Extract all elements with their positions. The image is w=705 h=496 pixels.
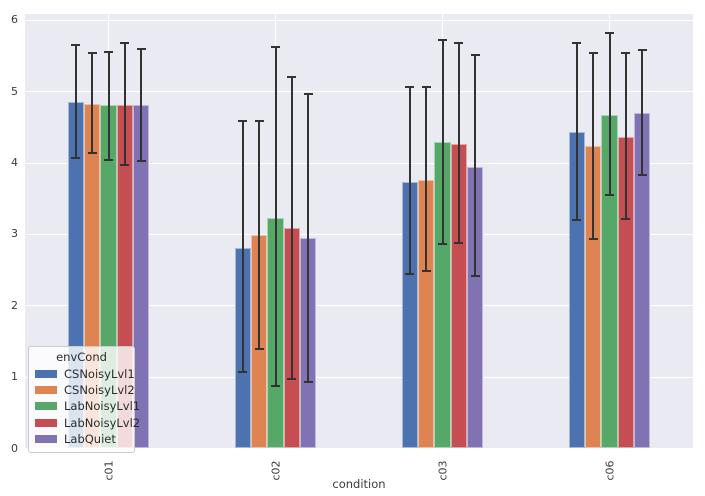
error-bar-line	[608, 33, 611, 195]
error-bar-line	[140, 48, 143, 161]
error-bar-cap	[605, 32, 614, 35]
legend-item-CSNoisyLvl2: CSNoisyLvl2	[35, 382, 135, 398]
error-bar-cap	[271, 385, 280, 388]
error-bar-cap	[421, 85, 431, 88]
error-bar-cap	[287, 378, 297, 381]
y-tick-label: 4	[11, 156, 18, 170]
error-bar-cap	[421, 269, 431, 272]
error-bar-cap	[136, 47, 146, 50]
y-tick-label: 5	[11, 84, 18, 98]
error-bar-cap	[621, 51, 631, 54]
error-bar-cap	[572, 219, 582, 222]
legend-item-LabNoisyLvl2: LabNoisyLvl2	[35, 414, 140, 430]
gridline-horizontal	[25, 162, 693, 164]
error-bar-cap	[605, 193, 614, 196]
error-bar-cap	[120, 42, 130, 45]
plot-area: envCond CSNoisyLvl1 CSNoisyLvl2 LabNoisyLv…	[25, 14, 693, 453]
legend-title: envCond	[56, 349, 107, 364]
error-bar-cap	[405, 272, 415, 275]
gridline-horizontal	[25, 305, 693, 307]
gridline-horizontal	[25, 448, 693, 449]
error-bar-line	[474, 55, 477, 276]
legend-swatch-icon	[35, 418, 57, 427]
error-bar-cap	[454, 41, 464, 44]
error-bar-cap	[238, 371, 248, 374]
error-bar-line	[107, 51, 110, 160]
error-bar-cap	[588, 237, 598, 240]
legend-swatch-icon	[35, 369, 57, 378]
error-bar-cap	[470, 274, 480, 277]
error-bar-cap	[71, 157, 81, 160]
legend-item-label: LabNoisyLvl1	[64, 399, 141, 414]
legend-swatch-icon	[35, 434, 57, 443]
error-bar-cap	[104, 50, 113, 53]
gridline-horizontal	[25, 19, 693, 21]
error-bar-line	[575, 43, 578, 221]
error-bar-cap	[87, 152, 97, 155]
error-bar-line	[91, 53, 94, 154]
error-bar-cap	[287, 75, 297, 78]
error-bar-line	[307, 93, 310, 383]
error-bar-cap	[637, 48, 647, 51]
error-bar-line	[290, 76, 293, 380]
error-bar-cap	[438, 242, 447, 245]
legend-item-LabQuiet: LabQuiet	[35, 431, 128, 447]
error-bar-cap	[637, 174, 647, 177]
error-bar-cap	[254, 120, 264, 123]
legend: envCond CSNoisyLvl1 CSNoisyLvl2 LabNoisyLv…	[28, 345, 140, 453]
error-bar-cap	[572, 42, 582, 45]
legend-swatch-icon	[35, 402, 57, 411]
error-bar-cap	[438, 39, 447, 42]
legend-item-label: LabNoisyLvl2	[64, 415, 141, 430]
error-bar-line	[641, 49, 644, 176]
y-tick-label: 1	[11, 370, 18, 384]
error-bar-cap	[588, 51, 598, 54]
error-bar-cap	[405, 86, 415, 89]
y-tick-label: 6	[11, 13, 18, 27]
error-bar-line	[274, 46, 277, 387]
legend-items: CSNoisyLvl1 CSNoisyLvl2 LabNoisyLvl1 LabNoi…	[35, 366, 140, 447]
error-bar-line	[624, 52, 627, 220]
y-tick-label: 3	[11, 227, 18, 241]
x-axis-label: condition	[332, 477, 386, 491]
error-bar-line	[441, 40, 444, 244]
legend-item-LabNoisyLvl1: LabNoisyLvl1	[35, 398, 140, 414]
error-bar-cap	[454, 242, 464, 245]
gridline-horizontal	[25, 91, 693, 93]
y-tick-label: 2	[11, 298, 18, 312]
error-bar-cap	[104, 158, 113, 161]
error-bar-line	[592, 52, 595, 239]
error-bar-cap	[303, 92, 313, 95]
error-bar-line	[425, 86, 428, 271]
legend-item-label: CSNoisyLvl2	[64, 382, 135, 397]
gridline-horizontal	[25, 376, 693, 378]
error-bar-cap	[303, 381, 313, 384]
error-bar-cap	[71, 44, 81, 47]
error-bar-cap	[87, 52, 97, 55]
y-tick-label: 0	[11, 441, 18, 455]
error-bar-cap	[470, 54, 480, 57]
error-bar-cap	[136, 159, 146, 162]
error-bar-line	[74, 45, 77, 159]
legend-swatch-icon	[35, 385, 57, 394]
error-bars-layer	[25, 14, 693, 449]
error-bar-cap	[120, 163, 130, 166]
error-bar-cap	[271, 45, 280, 48]
error-bar-line	[241, 121, 244, 373]
error-bar-cap	[254, 347, 264, 350]
gridline-horizontal	[25, 233, 693, 235]
error-bar-line	[457, 42, 460, 243]
error-bar-cap	[621, 218, 631, 221]
legend-item-label: CSNoisyLvl1	[64, 366, 135, 381]
error-bar-cap	[238, 120, 248, 123]
legend-item-CSNoisyLvl1: CSNoisyLvl1	[35, 366, 135, 382]
error-bar-line	[408, 87, 411, 274]
error-bar-line	[258, 121, 261, 349]
legend-item-label: LabQuiet	[64, 431, 116, 446]
error-bar-line	[123, 43, 126, 165]
